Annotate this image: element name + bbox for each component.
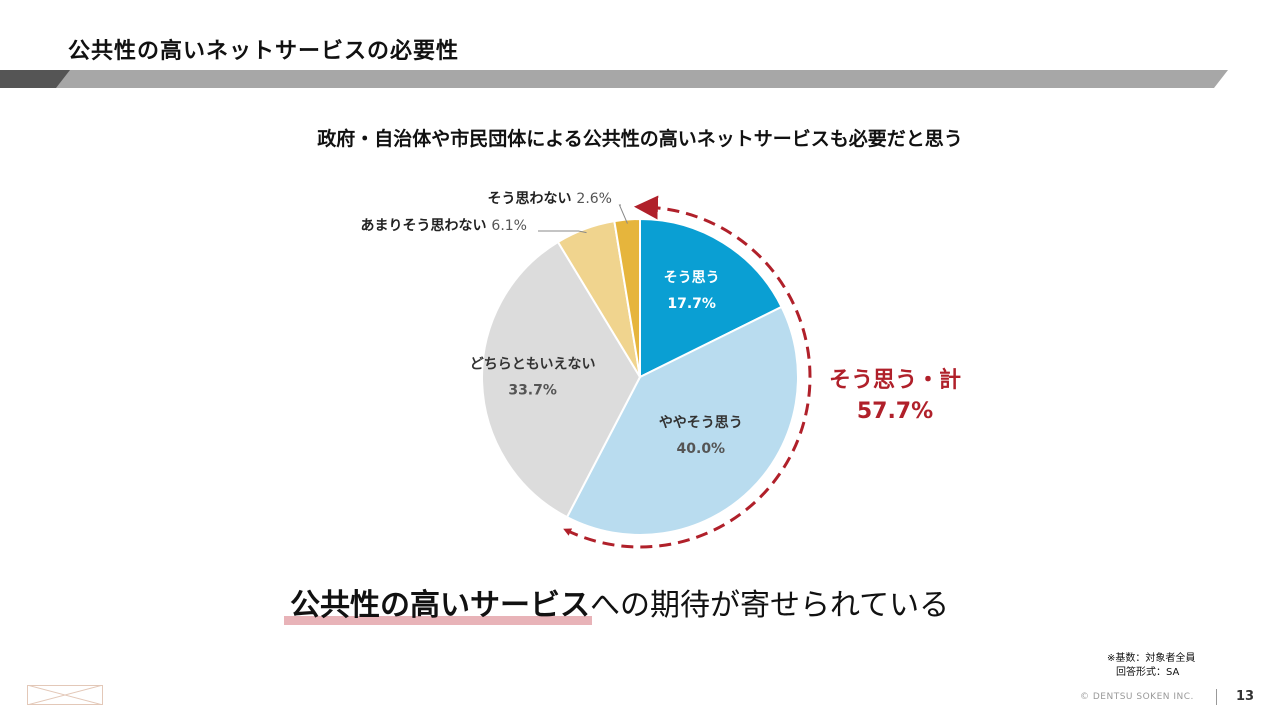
title-bar-accent: [0, 70, 70, 88]
callout-value: 57.7%: [856, 399, 934, 424]
page-separator: [1216, 689, 1217, 705]
slice-label-text-3: あまりそう思わない: [361, 218, 492, 234]
pie-slice-0: [639, 217, 783, 379]
chart-title: 政府・自治体や市民団体による公共性の高いネットサービスも必要だと思う: [317, 128, 963, 150]
slice-value-2: 33.7%: [508, 383, 557, 399]
slice-value-4: 2.6%: [576, 191, 612, 207]
pie-slice-1: [565, 305, 799, 536]
leader-line-3: [538, 230, 587, 234]
slice-value-0: 17.7%: [667, 296, 716, 312]
slice-label-1: ややそう思う: [659, 415, 743, 431]
slice-value-3: 6.1%: [491, 218, 527, 234]
slice-label-4: そう思わない 2.6%: [488, 191, 612, 207]
tagline: 公共性の高いサービスへの期待が寄せられている: [284, 580, 950, 625]
format-note: 回答形式：SA: [1116, 667, 1180, 678]
slide-title: 公共性の高いネットサービスの必要性: [68, 39, 460, 64]
callout: そう思う・計 57.7%: [820, 365, 970, 427]
slice-value-1: 40.0%: [677, 441, 726, 457]
base-note: ※基数：対象者全員: [1107, 653, 1196, 664]
pie-slice-2: [481, 240, 642, 519]
slice-label-3: あまりそう思わない 6.1%: [361, 218, 527, 234]
title-bar: [56, 70, 1228, 88]
tagline-highlight: 公共性の高いサービス: [284, 580, 592, 625]
footnotes: ※基数：対象者全員 回答形式：SA: [1107, 652, 1195, 680]
callout-label: そう思う・計: [828, 368, 961, 393]
page-number: 13: [1236, 689, 1255, 704]
copyright: © DENTSU SOKEN INC.: [1080, 692, 1194, 702]
leader-line-4: [618, 204, 628, 224]
slice-label-text-4: そう思わない: [488, 191, 577, 207]
slice-label-2: どちらともいえない: [470, 357, 596, 373]
slice-label-0: そう思う: [664, 270, 720, 286]
logo-placeholder-icon: [27, 685, 103, 705]
tagline-rest: への期待が寄せられている: [590, 588, 950, 623]
